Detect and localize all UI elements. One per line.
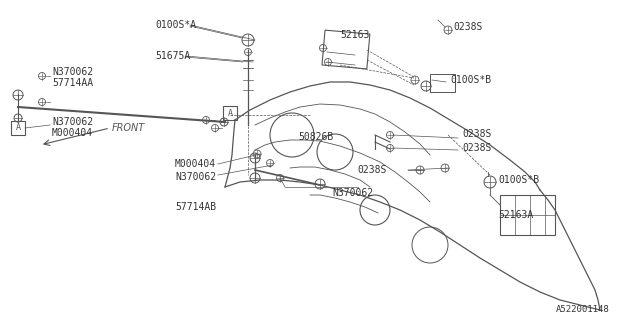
Text: 57714AA: 57714AA [52, 78, 93, 88]
Text: M000404: M000404 [52, 128, 93, 138]
Text: 0238S: 0238S [357, 165, 387, 175]
Text: 0238S: 0238S [462, 143, 492, 153]
Text: A: A [227, 108, 232, 117]
Text: N370062: N370062 [52, 67, 93, 77]
Text: 0100S*B: 0100S*B [498, 175, 539, 185]
Text: 50826B: 50826B [298, 132, 333, 142]
Text: M000404: M000404 [175, 159, 216, 169]
Bar [11, 121, 25, 135]
Text: A522001148: A522001148 [556, 306, 610, 315]
Bar [500, 195, 555, 235]
Text: N370062: N370062 [52, 117, 93, 127]
Bar [223, 106, 237, 120]
Text: 0100S*B: 0100S*B [450, 75, 491, 85]
Text: N370062: N370062 [175, 172, 216, 182]
Text: 0238S: 0238S [462, 129, 492, 139]
Bar [322, 30, 370, 69]
Text: 0100S*A: 0100S*A [155, 20, 196, 30]
Bar [430, 74, 455, 92]
Text: 51675A: 51675A [155, 51, 190, 61]
Text: 0238S: 0238S [453, 22, 483, 32]
Text: 52163A: 52163A [498, 210, 533, 220]
Text: FRONT: FRONT [112, 123, 145, 133]
Text: 52163: 52163 [340, 30, 369, 40]
Text: A: A [15, 124, 20, 132]
Text: 57714AB: 57714AB [175, 202, 216, 212]
Text: N370062: N370062 [332, 188, 373, 198]
